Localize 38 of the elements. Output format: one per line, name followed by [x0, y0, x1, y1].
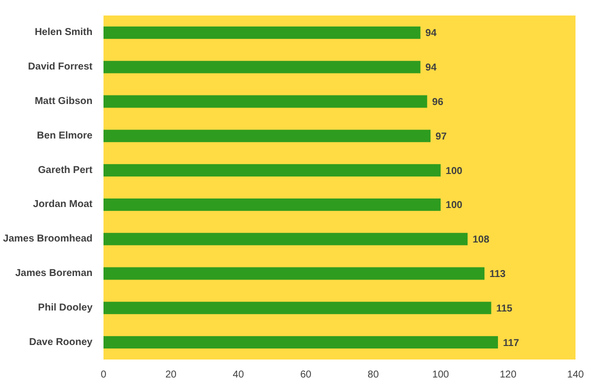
data-label: 100 [446, 200, 463, 212]
x-tick-label: 0 [100, 370, 107, 380]
bar [104, 232, 468, 246]
data-label: 94 [425, 28, 437, 40]
y-tick-label: Phil Dooley [38, 302, 93, 314]
bar [104, 130, 431, 142]
data-label: 113 [489, 269, 506, 280]
bar [104, 26, 420, 39]
x-tick-label: 60 [300, 370, 312, 380]
y-tick-label: James Broomhead [3, 234, 93, 245]
data-label: 117 [502, 338, 520, 349]
bar [104, 336, 498, 348]
y-tick-label: Ben Elmore [36, 130, 93, 142]
x-tick-label: 80 [368, 370, 380, 380]
x-tick-label: 20 [165, 370, 177, 380]
y-tick-label: James Boreman [15, 268, 93, 279]
bar [104, 60, 420, 74]
y-tick-label: Jordan Moat [33, 199, 94, 210]
bar [104, 302, 492, 314]
x-tick-label: 140 [567, 370, 584, 380]
data-label: 94 [425, 62, 437, 74]
data-label: 96 [432, 97, 444, 108]
bar [104, 267, 484, 280]
data-label: 115 [496, 303, 513, 314]
x-tick-label: 120 [500, 370, 517, 380]
data-label: 100 [446, 166, 463, 177]
data-label: 108 [472, 234, 490, 246]
y-tick-label: Dave Rooney [29, 336, 93, 348]
bar [104, 164, 441, 176]
bar [104, 95, 428, 108]
y-tick-label: Matt Gibson [34, 96, 93, 107]
y-tick-label: Helen Smith [34, 27, 93, 38]
data-label: 97 [436, 131, 448, 142]
x-tick-label: 40 [232, 370, 244, 380]
y-tick-label: Gareth Pert [38, 164, 94, 176]
x-tick-label: 100 [432, 370, 450, 380]
bar [104, 198, 441, 211]
y-tick-label: David Forrest [28, 62, 94, 73]
